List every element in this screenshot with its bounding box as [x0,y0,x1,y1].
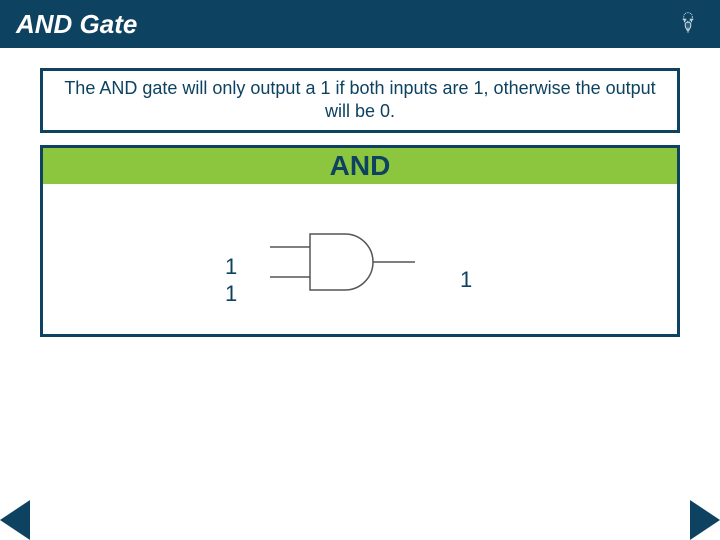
gate-svg-wrap: 1 1 1 [160,199,560,319]
content-area: The AND gate will only output a 1 if bot… [0,48,720,357]
gate-label-bar: AND [43,148,677,184]
gate-output: 1 [460,267,472,293]
gate-input-b: 1 [225,281,237,307]
gate-label: AND [330,150,391,181]
nav-prev-arrow[interactable] [0,500,30,540]
description-box: The AND gate will only output a 1 if bot… [40,68,680,133]
header-deer-logo [672,8,704,40]
description-text: The AND gate will only output a 1 if bot… [64,78,655,121]
gate-input-a: 1 [225,254,237,280]
gate-diagram: 1 1 1 [43,184,677,334]
page-title: AND Gate [16,9,137,40]
title-bar: AND Gate [0,0,720,48]
gate-box: AND 1 1 1 [40,145,680,337]
nav-next-arrow[interactable] [690,500,720,540]
and-gate-symbol [160,199,560,319]
